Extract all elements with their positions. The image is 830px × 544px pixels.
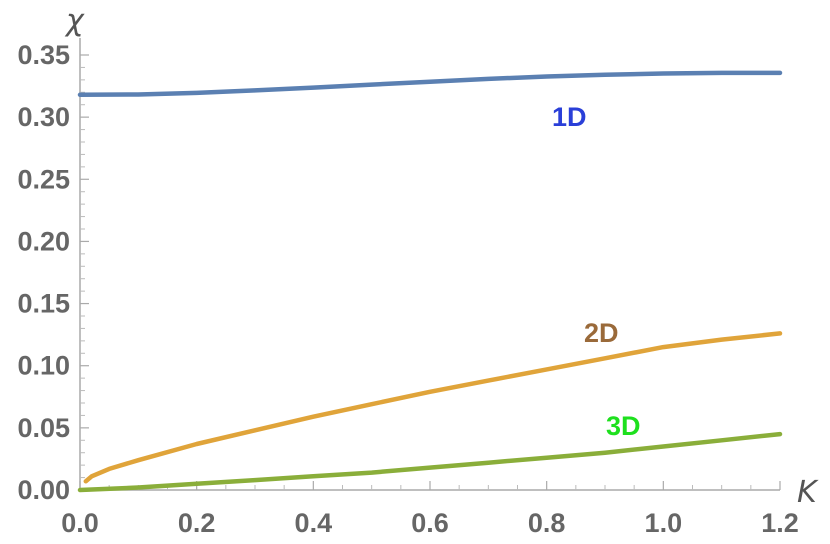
y-tick-label: 0.20	[17, 226, 70, 256]
x-tick-label: 0.2	[178, 508, 216, 538]
series-lines	[77, 70, 783, 493]
series-line-3d	[77, 431, 783, 493]
x-tick-label: 1.2	[761, 508, 799, 538]
tick-labels: 0.0 0.2 0.4 0.6 0.8 1.0 1.2 0.00 0.05 0.10 0.15 0.2…	[17, 40, 798, 538]
series-label-3d: 3D	[606, 411, 641, 441]
x-tick-label: 0.4	[295, 508, 333, 538]
axes	[79, 38, 780, 491]
x-tick-label: 0.0	[61, 508, 99, 538]
y-tick-label: 0.35	[17, 40, 70, 70]
x-axis-title: K	[797, 475, 819, 510]
y-tick-label: 0.30	[17, 102, 70, 132]
y-tick-label: 0.05	[17, 413, 70, 443]
y-tick-label: 0.25	[17, 164, 70, 194]
series-label-2d: 2D	[584, 318, 619, 348]
series-line-2d	[83, 331, 783, 484]
y-axis-title: χ	[64, 3, 85, 38]
x-tick-label: 1.0	[645, 508, 683, 538]
series-line-1d	[77, 70, 783, 98]
x-tick-label: 0.8	[528, 508, 566, 538]
ticks	[79, 54, 781, 491]
y-tick-label: 0.10	[17, 351, 70, 381]
series-label-1d: 1D	[552, 102, 587, 132]
x-tick-label: 0.6	[411, 508, 449, 538]
y-tick-label: 0.00	[17, 475, 70, 505]
y-tick-label: 0.15	[17, 289, 70, 319]
